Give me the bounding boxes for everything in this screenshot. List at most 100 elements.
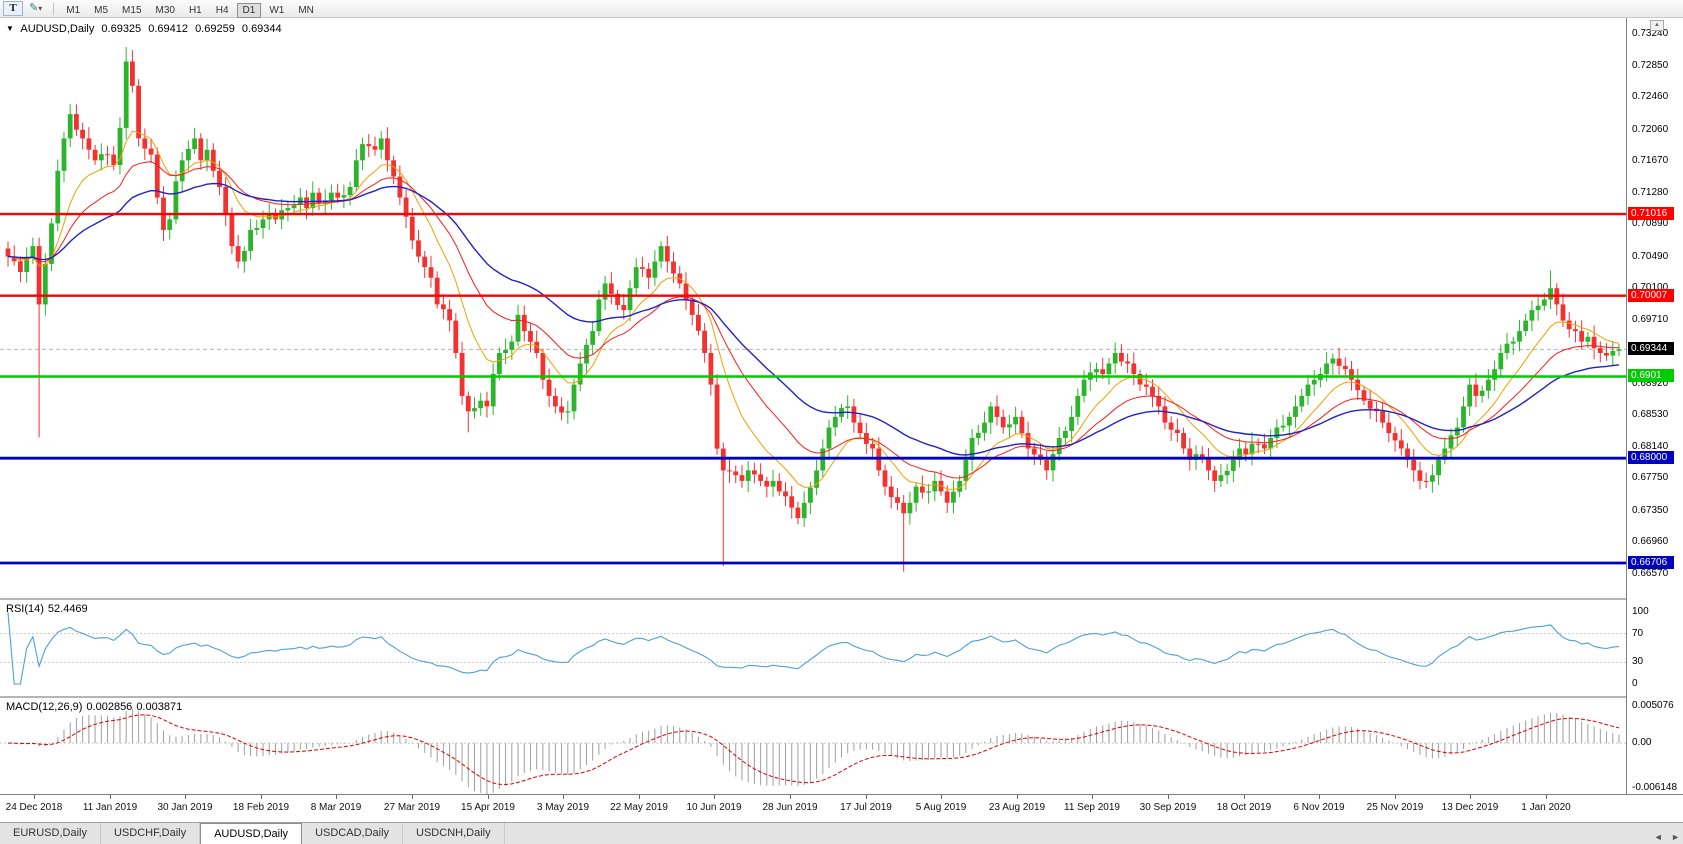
date-tick [941, 795, 942, 799]
chart-tabs-bar: EURUSD,Daily USDCHF,Daily AUDUSD,Daily USDC… [0, 822, 1683, 844]
rsi-tick: 30 [1632, 656, 1644, 667]
macd-histogram [13, 708, 1620, 794]
chart-symbol-period: AUDUSD,Daily [20, 23, 95, 35]
date-label: 6 Nov 2019 [1293, 802, 1345, 813]
chart-tab-EURUSD[interactable]: EURUSD,Daily [0, 823, 101, 844]
date-tick [1546, 795, 1547, 799]
chart-tab-AUDUSD[interactable]: AUDUSD,Daily [200, 823, 303, 844]
pane-splitter-rsi[interactable] [0, 598, 1683, 600]
date-label: 10 Jun 2019 [686, 802, 742, 813]
date-label: 25 Nov 2019 [1366, 802, 1424, 813]
date-tick [110, 795, 111, 799]
macd-indicator-name: MACD(12,26,9) [6, 701, 83, 713]
date-label: 28 Jun 2019 [762, 802, 818, 813]
timeframe-M30-button[interactable]: M30 [155, 4, 175, 16]
draw-tool-button[interactable]: ✎▾ [26, 1, 45, 16]
date-tick [1395, 795, 1396, 799]
date-label: 15 Apr 2019 [461, 802, 515, 813]
date-label: 17 Jul 2019 [840, 802, 892, 813]
tabs-scroll-left-button[interactable]: ◄ [1653, 832, 1663, 842]
chart-region: ▼ AUDUSD,Daily 0.69325 0.69412 0.69259 0… [0, 18, 1683, 822]
price-tick: 0.67350 [1632, 505, 1669, 516]
macd-tick: -0.006148 [1632, 782, 1678, 793]
date-label: 23 Aug 2019 [988, 802, 1046, 813]
macd-main-value: 0.002856 [86, 701, 133, 713]
date-label: 3 May 2019 [536, 802, 590, 813]
timeframe-MN-button[interactable]: MN [298, 4, 314, 16]
date-tick [336, 795, 337, 799]
date-label: 11 Sep 2019 [1064, 802, 1120, 813]
pencil-icon: ✎ [29, 2, 39, 14]
price-tick: 0.72850 [1632, 60, 1669, 71]
date-label: 5 Aug 2019 [915, 802, 967, 813]
macd-tick: 0.00 [1632, 737, 1652, 748]
date-label: 8 Mar 2019 [310, 802, 362, 813]
rsi-line [7, 612, 1620, 685]
symbol-dropdown-icon[interactable]: ▼ [6, 24, 14, 33]
rsi-label: RSI(14) 52.4469 [6, 603, 92, 615]
date-tick [1017, 795, 1018, 799]
rsi-pane-canvas[interactable] [0, 600, 1626, 696]
macd-tick: 0.005076 [1632, 700, 1674, 711]
macd-label: MACD(12,26,9) 0.002856 0.003871 [6, 701, 186, 713]
price-tick: 0.72460 [1632, 91, 1669, 102]
time-axis[interactable]: 24 Dec 2018 11 Jan 2019 30 Jan 2019 18 Feb … [0, 794, 1683, 822]
timeframe-H4-button[interactable]: H4 [215, 4, 229, 16]
timeframe-buttons: M1 M5 M15 M30 H1 H4 D1 W1 MN [59, 0, 321, 18]
rsi-tick: 100 [1632, 606, 1649, 617]
price-level-badge: 0.68000 [1628, 451, 1674, 464]
ohlc-open: 0.69325 [101, 23, 142, 35]
date-tick [563, 795, 564, 799]
date-label: 11 Jan 2019 [82, 802, 138, 813]
price-axis[interactable]: 0.73240 0.72850 0.72460 0.72060 0.71670 0.712… [1626, 18, 1683, 794]
macd-pane-canvas[interactable] [0, 698, 1626, 794]
chart-tab-USDCHF[interactable]: USDCHF,Daily [100, 823, 201, 844]
price-tick: 0.69710 [1632, 314, 1669, 325]
timeframe-D1-button[interactable]: D1 [236, 2, 262, 18]
price-level-badge: 0.66706 [1628, 556, 1674, 569]
chart-title: ▼ AUDUSD,Daily 0.69325 0.69412 0.69259 0… [6, 23, 286, 35]
price-tick: 0.68920 [1632, 378, 1669, 389]
ma-line-21 [7, 161, 1620, 479]
ohlc-low: 0.69259 [195, 23, 235, 35]
price-tick: 0.71670 [1632, 155, 1669, 166]
ohlc-close: 0.69344 [241, 23, 282, 35]
date-label: 30 Jan 2019 [157, 802, 213, 813]
tabs-scroll-right-button[interactable]: ► [1671, 832, 1680, 842]
timeframe-M5-button[interactable]: M5 [94, 4, 109, 16]
date-tick [412, 795, 413, 799]
date-tick [866, 795, 867, 799]
price-tick: 0.70490 [1632, 251, 1669, 262]
date-tick [261, 795, 262, 799]
ma-line-10 [7, 130, 1620, 491]
date-label: 1 Jan 2020 [1521, 802, 1571, 813]
pane-splitter-macd[interactable] [0, 696, 1683, 698]
price-pane-canvas[interactable] [0, 18, 1626, 598]
timeframe-toolbar: T ✎▾ M1 M5 M15 M30 H1 H4 D1 W1 MN [0, 0, 1683, 18]
ma-line-40 [7, 182, 1620, 456]
candles-layer [5, 47, 1622, 572]
date-tick [790, 795, 791, 799]
price-level-badge: 0.70007 [1628, 289, 1674, 302]
timeframe-M15-button[interactable]: M15 [122, 4, 142, 16]
rsi-indicator-name: RSI(14) [6, 603, 44, 615]
date-tick [714, 795, 715, 799]
scroll-up-button[interactable]: ▲ [1650, 20, 1664, 31]
date-tick [185, 795, 186, 799]
timeframe-W1-button[interactable]: W1 [269, 4, 285, 16]
chart-tab-USDCNH[interactable]: USDCNH,Daily [403, 823, 505, 844]
timeframe-M1-button[interactable]: M1 [66, 4, 81, 16]
chart-tab-USDCAD[interactable]: USDCAD,Daily [302, 823, 404, 844]
date-label: 24 Dec 2018 [5, 802, 63, 813]
macd-signal-value: 0.003871 [136, 701, 183, 713]
current-price-badge: 0.69344 [1628, 342, 1674, 355]
date-tick [488, 795, 489, 799]
text-tool-button[interactable]: T [3, 1, 23, 16]
date-label: 30 Sep 2019 [1139, 802, 1197, 813]
price-tick: 0.70890 [1632, 218, 1669, 229]
price-tick: 0.66570 [1632, 568, 1669, 579]
date-tick [1244, 795, 1245, 799]
price-tick: 0.71280 [1632, 187, 1669, 198]
rsi-value: 52.4469 [47, 603, 88, 615]
timeframe-H1-button[interactable]: H1 [188, 4, 202, 16]
